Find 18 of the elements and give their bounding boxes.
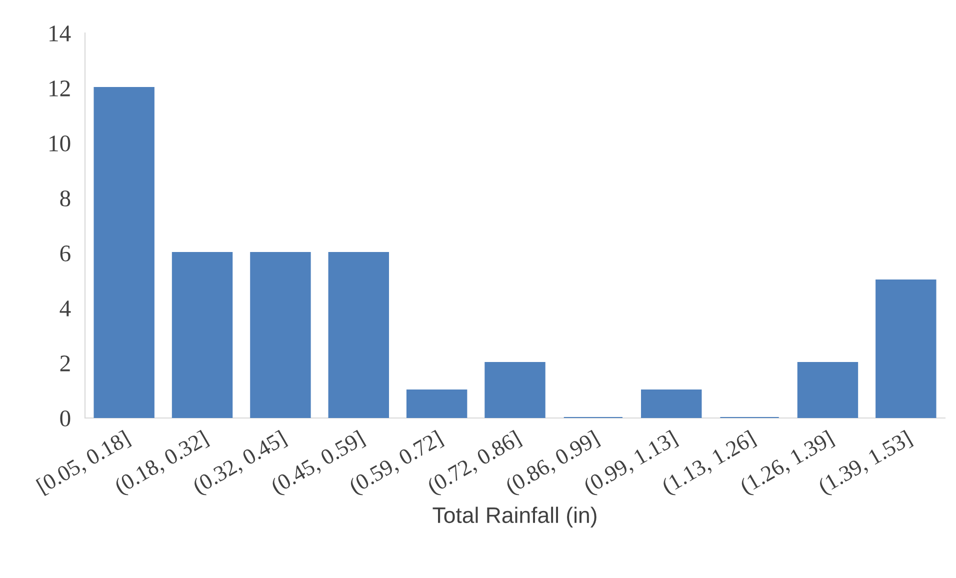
y-tick-label: 12 — [50, 80, 70, 96]
bar — [250, 252, 311, 418]
y-tick-label: 8 — [60, 190, 70, 206]
bar — [797, 362, 858, 418]
bar — [406, 389, 468, 418]
y-tick-label: 14 — [50, 26, 71, 42]
y-tick-label: 0 — [60, 410, 70, 426]
y-tick-label: 6 — [60, 246, 70, 262]
bar — [641, 389, 702, 418]
x-axis-title: Total Rainfall (in) — [432, 506, 596, 528]
y-tick-label: 2 — [60, 356, 70, 372]
bar — [94, 86, 154, 418]
bar — [484, 362, 546, 418]
y-tick-label: 10 — [50, 135, 70, 152]
y-tick-label: 4 — [60, 300, 71, 316]
bar — [172, 252, 233, 418]
bar — [328, 252, 389, 418]
bar — [876, 279, 936, 418]
